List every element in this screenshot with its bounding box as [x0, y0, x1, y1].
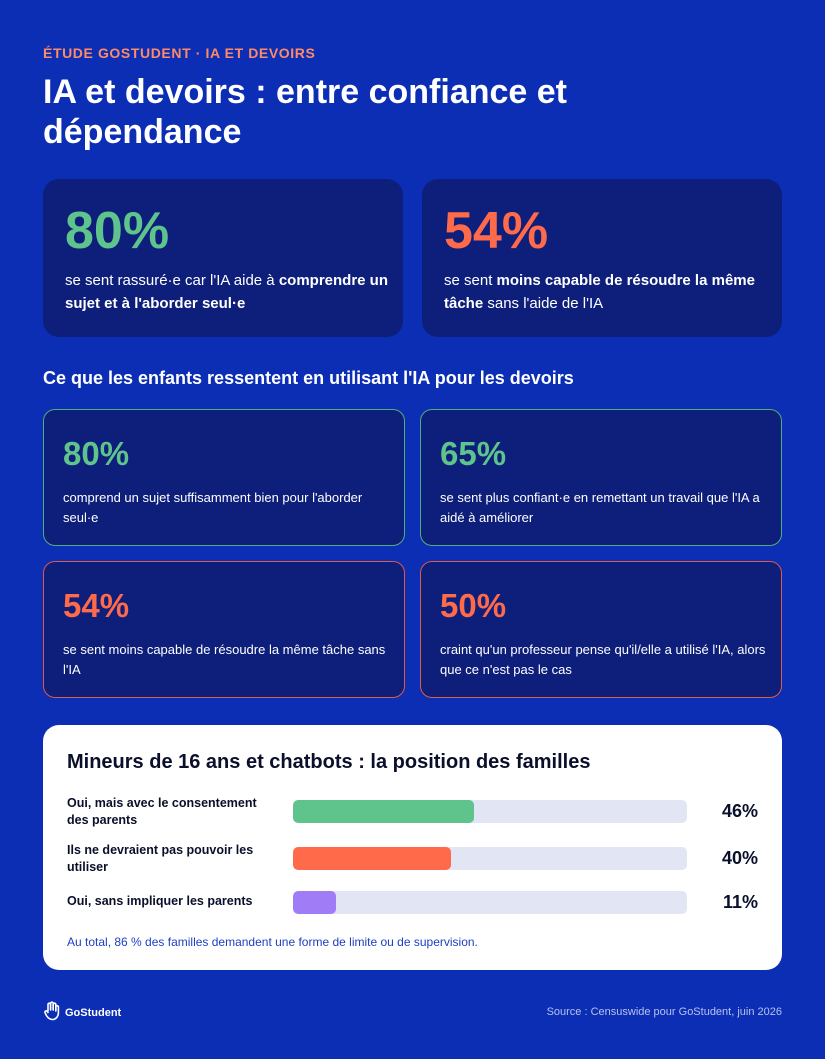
bar-value: 11%	[722, 892, 758, 912]
bar-track	[293, 847, 687, 870]
page-title: IA et devoirs : entre confiance et dépen…	[43, 73, 567, 151]
bar-label: Oui, sans impliquer les parents	[67, 894, 253, 908]
bar-row: Oui, mais avec le consentement des paren…	[67, 795, 758, 829]
bar-label: Ils ne devraient pas pouvoir les utilise…	[67, 843, 254, 874]
bar-row: Ils ne devraient pas pouvoir les utilise…	[67, 842, 758, 876]
bar-row: Oui, sans impliquer les parents 11%	[67, 891, 758, 915]
stat-value: 65%	[440, 435, 507, 472]
bar-track	[293, 800, 687, 823]
stat-value: 80%	[63, 435, 130, 472]
stat-text: se sent plus confiant·e en remettant un …	[440, 490, 760, 525]
section-title: Ce que les enfants ressentent en utilisa…	[43, 368, 574, 388]
stat-text: craint qu'un professeur pense qu'il/elle…	[440, 642, 766, 677]
stat-card: 50% craint qu'un professeur pense qu'il/…	[420, 561, 782, 698]
bar-label: Oui, mais avec le consentement des paren…	[67, 796, 257, 827]
hand-icon	[43, 1001, 61, 1024]
panel-note: Au total, 86 % des familles demandent un…	[67, 935, 478, 949]
hero-text-1: se sent rassuré·e car l'IA aide à compre…	[65, 272, 388, 312]
hero-card-2: 54% se sent moins capable de résoudre la…	[422, 179, 782, 337]
bar-fill	[293, 891, 337, 914]
families-position-panel: Mineurs de 16 ans et chatbots : la posit…	[43, 725, 782, 970]
bar-track	[293, 891, 687, 914]
bar-value: 40%	[721, 848, 758, 868]
stat-card: 80% comprend un sujet suffisamment bien …	[43, 409, 405, 546]
brand-name: GoStudent	[65, 1006, 122, 1019]
bar-fill	[293, 847, 451, 870]
stat-card: 54% se sent moins capable de résoudre la…	[43, 561, 405, 698]
panel-title: Mineurs de 16 ans et chatbots : la posit…	[67, 751, 591, 773]
hero-card-1: 80% se sent rassuré·e car l'IA aide à co…	[43, 179, 403, 337]
eyebrow-label: ÉTUDE GOSTUDENT · IA ET DEVOIRS	[43, 45, 316, 61]
stat-value: 54%	[63, 587, 130, 624]
stat-text: se sent moins capable de résoudre la mêm…	[63, 642, 386, 677]
hero-text-2: se sent moins capable de résoudre la mêm…	[444, 272, 755, 312]
bar-value: 46%	[721, 801, 758, 821]
stat-card: 65% se sent plus confiant·e en remettant…	[420, 409, 782, 546]
bar-fill	[293, 800, 475, 823]
hero-value-2: 54%	[444, 202, 549, 260]
source-note: Source : Censuswide pour GoStudent, juin…	[546, 1006, 782, 1018]
stat-value: 50%	[440, 587, 507, 624]
stat-text: comprend un sujet suffisamment bien pour…	[63, 490, 363, 525]
gostudent-logo: GoStudent	[43, 1001, 121, 1024]
hero-value-1: 80%	[65, 202, 170, 260]
